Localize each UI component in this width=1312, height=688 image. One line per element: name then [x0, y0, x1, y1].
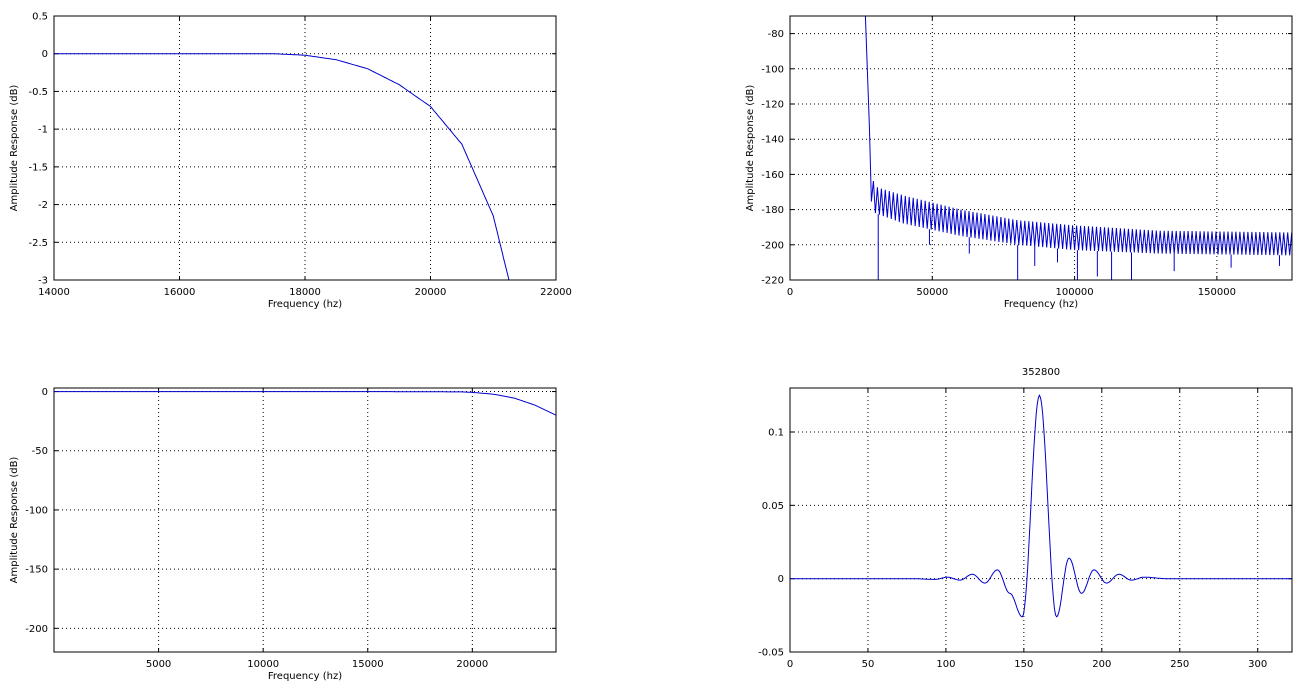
x-tick-label: 150000 [1198, 287, 1236, 298]
plot-frame [789, 15, 1293, 281]
chart-panel-full-band: 5000 10000 15000 20000 0 -50 -100 -150 -200 Frequ… [9, 387, 557, 682]
plot-frame [789, 387, 1293, 653]
x-axis-label: Frequency (hz) [268, 299, 342, 310]
y-tick-label: -220 [761, 276, 784, 287]
x-tick-label: 0 [787, 287, 793, 298]
y-axis-label: Amplitude Response (dB) [745, 85, 756, 212]
y-tick-label: -80 [768, 29, 784, 40]
x-tick-label: 0 [787, 659, 793, 670]
plot-frame [53, 387, 557, 653]
chart-title: 352800 [1022, 367, 1060, 378]
y-tick-label: -50 [32, 446, 48, 457]
y-tick-label: -120 [761, 100, 784, 111]
x-tick-label: 22000 [540, 287, 572, 298]
x-tick-label: 10000 [247, 659, 279, 670]
y-tick-label: -0.05 [758, 648, 784, 659]
y-tick-label: -1 [38, 125, 48, 136]
series-line [790, 394, 1292, 618]
series-line [54, 391, 556, 416]
x-tick-label: 200 [1092, 659, 1111, 670]
y-tick-label: -160 [761, 170, 784, 181]
y-tick-label: -200 [761, 240, 784, 251]
y-tick-label: 0.5 [32, 12, 48, 23]
y-tick-label: 0 [42, 49, 48, 60]
y-tick-label: -1.5 [28, 162, 48, 173]
y-axis-label: Amplitude Response (dB) [9, 457, 20, 584]
x-tick-label: 16000 [164, 287, 196, 298]
x-axis-label: Frequency (hz) [1004, 299, 1078, 310]
y-tick-label: -0.5 [28, 87, 48, 98]
y-tick-label: -180 [761, 205, 784, 216]
x-tick-label: 300 [1248, 659, 1267, 670]
x-tick-label: 50000 [916, 287, 948, 298]
x-tick-label: 20000 [456, 659, 488, 670]
series-line [864, 16, 1292, 256]
y-tick-label: -2.5 [28, 238, 48, 249]
y-tick-label: -2 [38, 200, 48, 211]
y-tick-label: 0 [778, 574, 784, 585]
x-tick-label: 18000 [289, 287, 321, 298]
y-axis-label: Amplitude Response (dB) [9, 85, 20, 212]
plot-frame [53, 15, 557, 281]
y-tick-label: -150 [25, 565, 48, 576]
y-tick-label: -100 [25, 505, 48, 516]
series-line [54, 53, 510, 280]
chart-panel-stopband: 0 50000 100000 150000 -80 -100 -120 -140 -160 -18… [745, 15, 1293, 310]
x-tick-label: 14000 [38, 287, 70, 298]
chart-panel-passband-detail: 14000 16000 18000 20000 22000 0.5 0 -0.5 -1 -1.5 -… [9, 12, 572, 311]
y-tick-label: -140 [761, 135, 784, 146]
x-tick-label: 5000 [146, 659, 171, 670]
y-tick-label: 0 [42, 387, 48, 398]
y-tick-label: -3 [38, 276, 48, 287]
x-tick-label: 15000 [352, 659, 384, 670]
y-tick-label: 0.1 [768, 428, 784, 439]
y-tick-label: -200 [25, 624, 48, 635]
y-tick-label: 0.05 [762, 501, 784, 512]
x-tick-label: 50 [862, 659, 875, 670]
y-tick-label: -100 [761, 64, 784, 75]
x-tick-label: 100000 [1055, 287, 1093, 298]
x-tick-label: 150 [1014, 659, 1033, 670]
x-tick-label: 100 [936, 659, 955, 670]
x-tick-label: 20000 [415, 287, 447, 298]
x-axis-label: Frequency (hz) [268, 671, 342, 682]
x-tick-label: 250 [1170, 659, 1189, 670]
